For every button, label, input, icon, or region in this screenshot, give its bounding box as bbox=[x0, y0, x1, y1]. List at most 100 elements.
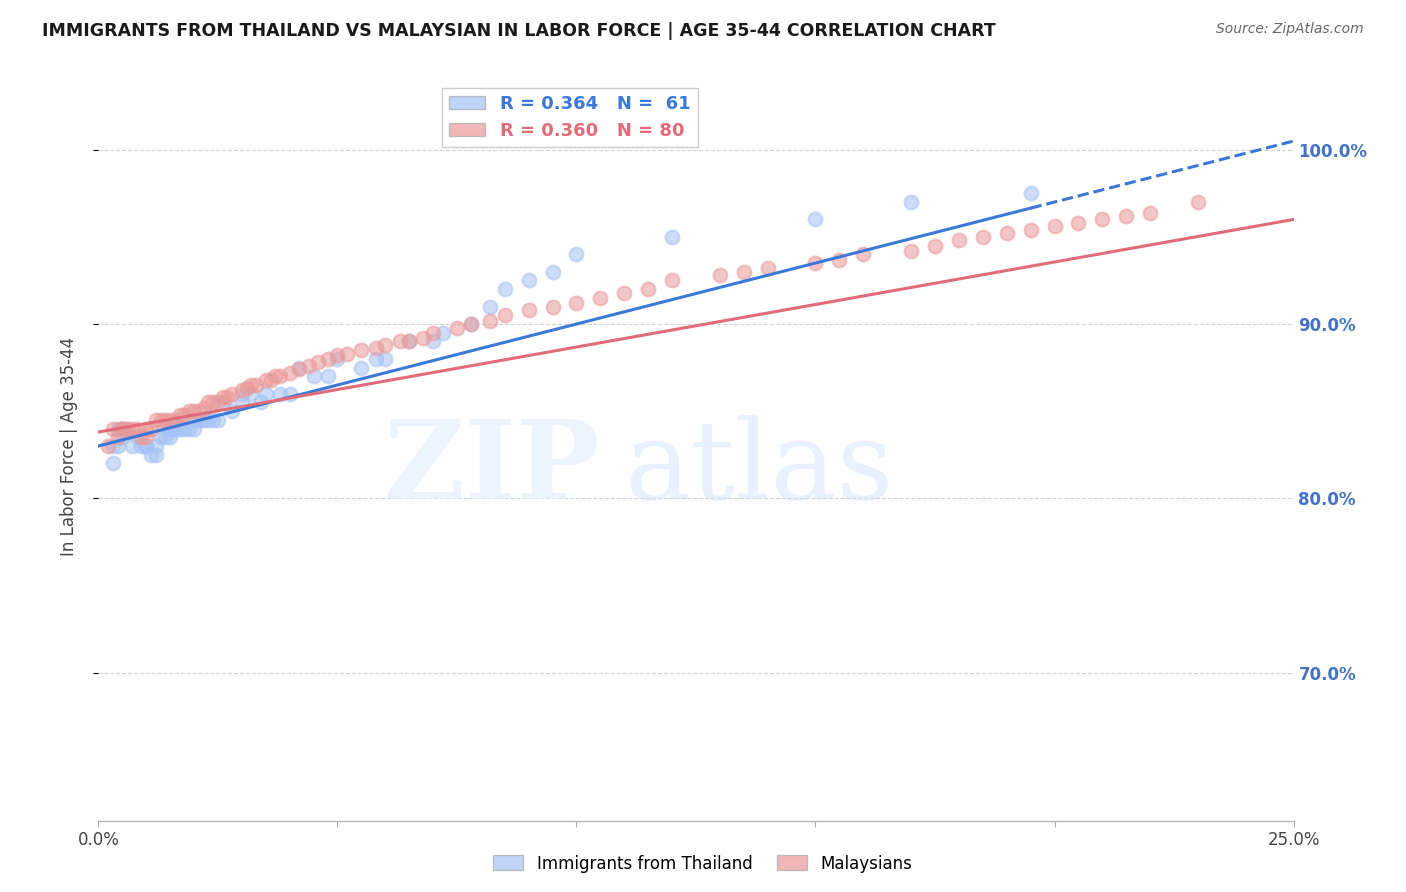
Point bbox=[179, 404, 201, 418]
Point bbox=[240, 386, 263, 401]
Point bbox=[115, 421, 138, 435]
Point bbox=[302, 369, 325, 384]
Point bbox=[135, 421, 157, 435]
Point bbox=[422, 334, 444, 349]
Point bbox=[173, 408, 195, 422]
Point bbox=[139, 448, 162, 462]
Point bbox=[388, 334, 411, 349]
Point bbox=[254, 373, 277, 387]
Point bbox=[479, 300, 502, 314]
Point bbox=[135, 439, 157, 453]
Point bbox=[145, 448, 167, 462]
Point bbox=[183, 421, 205, 435]
Point bbox=[131, 439, 153, 453]
Point bbox=[207, 413, 229, 427]
Point bbox=[364, 342, 387, 356]
Point bbox=[517, 303, 540, 318]
Point bbox=[479, 313, 502, 327]
Point bbox=[264, 369, 287, 384]
Point bbox=[422, 326, 444, 340]
Point bbox=[1043, 219, 1066, 234]
Point bbox=[159, 421, 181, 435]
Point bbox=[111, 421, 134, 435]
Point bbox=[326, 351, 349, 366]
Point bbox=[288, 360, 311, 375]
Point bbox=[179, 421, 201, 435]
Point bbox=[709, 268, 731, 283]
Point bbox=[374, 351, 396, 366]
Point bbox=[235, 382, 257, 396]
Point bbox=[107, 421, 129, 435]
Point bbox=[446, 320, 468, 334]
Point bbox=[250, 395, 273, 409]
Point bbox=[326, 348, 349, 362]
Point bbox=[107, 439, 129, 453]
Point bbox=[183, 413, 205, 427]
Point bbox=[412, 331, 434, 345]
Point bbox=[589, 291, 612, 305]
Point bbox=[221, 386, 243, 401]
Point bbox=[350, 343, 373, 358]
Point bbox=[193, 413, 215, 427]
Point bbox=[111, 421, 134, 435]
Point bbox=[278, 366, 301, 380]
Point bbox=[139, 421, 162, 435]
Point bbox=[149, 430, 172, 444]
Point bbox=[350, 360, 373, 375]
Point bbox=[231, 395, 253, 409]
Point bbox=[398, 334, 420, 349]
Point bbox=[183, 404, 205, 418]
Point bbox=[316, 369, 339, 384]
Point bbox=[231, 386, 253, 401]
Point bbox=[269, 369, 291, 384]
Point bbox=[900, 244, 922, 258]
Point bbox=[101, 439, 124, 453]
Point bbox=[517, 273, 540, 287]
Point bbox=[637, 282, 659, 296]
Point bbox=[756, 261, 779, 276]
Point bbox=[169, 408, 191, 422]
Point bbox=[197, 413, 219, 427]
Point bbox=[1067, 216, 1090, 230]
Point bbox=[565, 296, 588, 310]
Point bbox=[197, 395, 219, 409]
Point bbox=[221, 404, 243, 418]
Point bbox=[135, 439, 157, 453]
Point bbox=[163, 413, 186, 427]
Point bbox=[159, 430, 181, 444]
Legend: R = 0.364   N =  61, R = 0.360   N = 80: R = 0.364 N = 61, R = 0.360 N = 80 bbox=[441, 88, 697, 147]
Point bbox=[155, 413, 177, 427]
Point bbox=[336, 346, 359, 360]
Point bbox=[1019, 223, 1042, 237]
Point bbox=[1091, 212, 1114, 227]
Point bbox=[187, 404, 209, 418]
Point bbox=[733, 265, 755, 279]
Point bbox=[149, 413, 172, 427]
Point bbox=[259, 373, 281, 387]
Point bbox=[169, 421, 191, 435]
Point bbox=[1139, 205, 1161, 219]
Point bbox=[1187, 195, 1209, 210]
Point bbox=[460, 317, 482, 331]
Point bbox=[217, 390, 239, 404]
Point bbox=[541, 300, 564, 314]
Point bbox=[145, 413, 167, 427]
Point bbox=[852, 247, 875, 261]
Point bbox=[269, 386, 291, 401]
Point bbox=[101, 457, 124, 471]
Point bbox=[111, 430, 134, 444]
Point bbox=[211, 390, 233, 404]
Point bbox=[541, 265, 564, 279]
Point bbox=[364, 351, 387, 366]
Point bbox=[613, 285, 636, 300]
Point bbox=[125, 430, 148, 444]
Point bbox=[307, 355, 329, 369]
Point bbox=[245, 378, 267, 392]
Text: Source: ZipAtlas.com: Source: ZipAtlas.com bbox=[1216, 22, 1364, 37]
Point bbox=[207, 395, 229, 409]
Point bbox=[187, 413, 209, 427]
Point bbox=[298, 359, 321, 373]
Point bbox=[900, 195, 922, 210]
Point bbox=[111, 421, 134, 435]
Point bbox=[972, 230, 994, 244]
